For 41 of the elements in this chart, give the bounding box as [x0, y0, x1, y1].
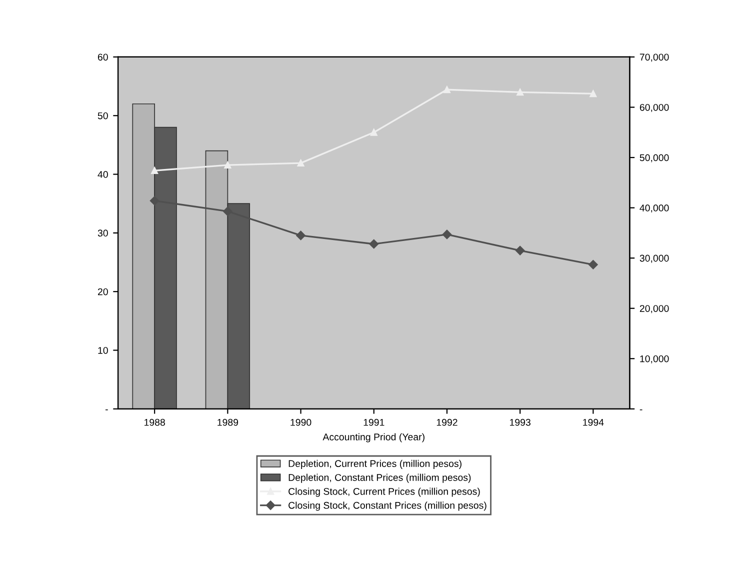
point [297, 160, 304, 167]
point [151, 167, 158, 174]
y2-tick-label: 70,000 [640, 54, 669, 62]
y2-tick-label: 40,000 [640, 204, 669, 213]
x-tick-label: 1989 [218, 418, 238, 426]
y2-tick-label: 10,000 [640, 355, 669, 364]
legend-label: Closing Stock, Constant Prices (million pesos) [288, 502, 486, 511]
y2-tick-label: 60,000 [640, 104, 669, 112]
point [590, 90, 597, 98]
x-tick-label: 1990 [290, 418, 312, 426]
point [223, 206, 232, 216]
y-tick-label: - [106, 409, 108, 410]
point [515, 246, 525, 256]
y2-tick-label: 50,000 [640, 154, 669, 162]
point [444, 86, 450, 94]
point [370, 128, 378, 136]
point [369, 239, 378, 249]
y2-tick-label: 20,000 [640, 305, 669, 314]
y-tick-label: 10 [98, 346, 108, 354]
point [516, 88, 524, 96]
point [224, 162, 232, 169]
x-tick-label: 1991 [364, 418, 384, 426]
x-tick-label: 1993 [510, 418, 530, 426]
x-axis-title: Accounting Priod (Year) [322, 433, 424, 442]
point [296, 230, 306, 240]
y-tick-label: 30 [98, 230, 108, 237]
x-tick-label: 1994 [583, 418, 604, 426]
y-tick-label: 60 [98, 54, 108, 61]
x-tick-label: 1988 [144, 418, 165, 426]
y-tick-label: 20 [98, 288, 108, 296]
x-tick-label: 1992 [436, 418, 458, 426]
y-tick-label: 40 [98, 171, 108, 178]
legend-label: Closing Stock, Current Prices (million pesos) [288, 488, 480, 497]
point [588, 260, 598, 270]
y-tick-label: 50 [98, 112, 108, 120]
point [442, 230, 452, 240]
y2-tick-label: 30,000 [640, 254, 669, 263]
legend-label: Depletion, Current Prices (million pesos) [288, 460, 462, 469]
point [150, 196, 160, 206]
legend-label: Depletion, Constant Prices (milliom pesos) [288, 474, 471, 483]
y2-tick-label: - [640, 409, 642, 410]
